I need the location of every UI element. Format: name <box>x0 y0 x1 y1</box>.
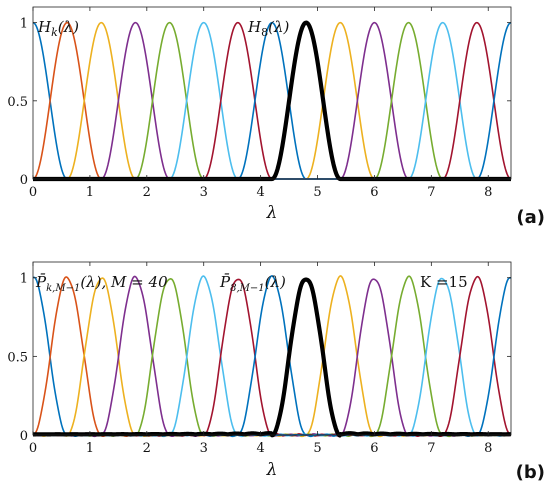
panel-a-frame <box>32 6 512 180</box>
series-line-12 <box>33 277 511 437</box>
panel-b: 0 1 2 3 4 5 6 7 800.51 P̄k,M−1(λ), M = 40 P̄8,M−… <box>7 261 545 483</box>
series-line-11 <box>33 275 511 438</box>
x-tick-label-4: 4 <box>256 441 264 456</box>
x-tick-label-8: 8 <box>484 185 492 200</box>
series-line-1 <box>33 21 511 180</box>
panel-a-ticks: 0 1 2 3 4 5 6 7 8 0 0.5 1 <box>7 7 511 200</box>
panel-a-annotation-hk-sub: k <box>51 26 58 39</box>
x-tick-label-4: 4 <box>256 185 264 200</box>
x-tick-label-5: 5 <box>313 185 321 200</box>
series-line-14 <box>33 276 511 437</box>
series-line-10 <box>33 21 511 180</box>
panel-a-label: (a) <box>516 207 545 228</box>
panel-a-annotation-h8-base: H <box>247 18 262 36</box>
series-line-2 <box>33 21 511 180</box>
series-line-12 <box>33 21 511 180</box>
panel-b-annotation-p8-base: P̄ <box>219 273 231 291</box>
x-tick-label-3: 3 <box>200 185 208 200</box>
y-tick-label-0: 0 <box>20 173 28 188</box>
x-tick-label-3: 3 <box>200 441 208 456</box>
series-line-10 <box>33 278 511 437</box>
series-line-9 <box>33 275 511 438</box>
panel-b-ticks: 0 1 2 3 4 5 6 7 8 0 0.5 1 <box>7 262 511 456</box>
x-tick-label-2: 2 <box>143 185 151 200</box>
x-tick-label-7: 7 <box>427 441 435 456</box>
x-tick-label-8: 8 <box>484 441 492 456</box>
series-line-0 <box>33 276 511 438</box>
panel-b-annotation-k: K =15 <box>420 273 468 291</box>
x-tick-label-1: 1 <box>86 185 94 200</box>
panel-a-annotation-hk-arg: (λ) <box>58 18 79 36</box>
series-line-2 <box>33 277 511 437</box>
x-tick-label-7: 7 <box>427 185 435 200</box>
panel-b-xlabel: λ <box>266 460 278 480</box>
panel-b-annotation-p8-sub: 8,M−1 <box>230 283 265 294</box>
series-line-13 <box>33 21 511 180</box>
series-line-4 <box>33 278 511 437</box>
panel-a-xlabel: λ <box>266 203 278 223</box>
x-tick-label-0: 0 <box>29 441 37 456</box>
series-line-7 <box>33 21 511 180</box>
panel-b-curves <box>33 275 511 438</box>
series-line-3 <box>33 21 511 180</box>
highlighted-series-line-8 <box>33 20 511 182</box>
y-tick-label-0: 0 <box>20 429 28 444</box>
x-tick-label-0: 0 <box>29 185 37 200</box>
panel-a-curves <box>33 20 511 182</box>
series-line-5 <box>33 21 511 180</box>
panel-a-annotation-h8-sub: 8 <box>261 26 268 39</box>
series-line-11 <box>33 21 511 180</box>
series-line-14 <box>33 21 511 180</box>
series-line-6 <box>33 278 511 437</box>
series-line-6 <box>33 21 511 180</box>
x-tick-label-6: 6 <box>370 185 378 200</box>
panel-a-annotation-hk: Hk(λ) <box>37 18 79 39</box>
series-line-1 <box>33 276 511 437</box>
y-tick-label-2: 1 <box>20 17 28 32</box>
series-line-13 <box>33 275 511 438</box>
panel-a-annotation-hk-base: H <box>37 18 52 36</box>
panel-b-annotation-pk: P̄k,M−1(λ), M = 40 <box>35 273 168 294</box>
panel-a: 0 1 2 3 4 5 6 7 800.51 Hk(λ) H8(λ) λ (a) <box>7 6 545 228</box>
series-line-9 <box>33 21 511 180</box>
panel-b-frame <box>32 261 512 436</box>
x-tick-label-5: 5 <box>313 441 321 456</box>
series-line-4 <box>33 21 511 180</box>
panel-a-annotation-h8-arg: (λ) <box>268 18 289 36</box>
series-line-0 <box>33 21 511 180</box>
panel-b-annotation-pk-arg: (λ), M = 40 <box>80 273 168 291</box>
y-tick-label-1: 0.5 <box>7 95 28 110</box>
series-line-5 <box>33 275 511 438</box>
x-tick-label-1: 1 <box>86 441 94 456</box>
highlighted-series-line-8 <box>33 277 511 438</box>
x-tick-label-6: 6 <box>370 441 378 456</box>
y-tick-label-2: 1 <box>20 272 28 287</box>
x-tick-label-2: 2 <box>143 441 151 456</box>
series-line-7 <box>33 275 511 438</box>
y-tick-label-1: 0.5 <box>7 350 28 365</box>
panel-b-annotation-p8-arg: (λ) <box>265 273 286 291</box>
series-line-3 <box>33 275 511 438</box>
panel-b-annotation-pk-base: P̄ <box>35 273 47 291</box>
panel-b-annotation-pk-sub: k,M−1 <box>46 283 80 294</box>
panel-b-label: (b) <box>516 462 545 483</box>
panel-a-annotation-h8: H8(λ) <box>247 18 289 39</box>
panel-b-annotation-p8: P̄8,M−1(λ) <box>219 273 286 294</box>
